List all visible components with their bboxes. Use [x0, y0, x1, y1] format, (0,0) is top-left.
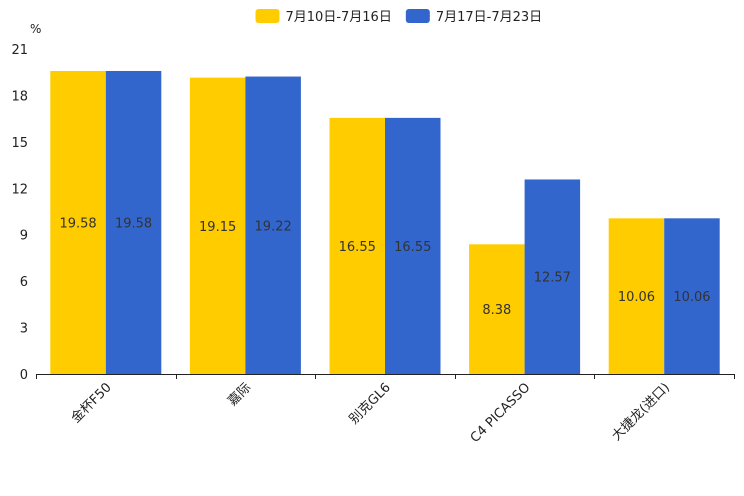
legend-label: 7月17日-7月23日 [436, 10, 542, 25]
bar-value-label: 19.58 [115, 216, 152, 231]
category-label: 嘉际 [225, 380, 254, 409]
bar-value-label: 10.06 [618, 290, 655, 305]
bar-series-1 [608, 218, 665, 374]
y-tick-label: 3 [20, 322, 28, 337]
y-axis-ticks: 0 3 6 9 12 15 18 21 [11, 43, 28, 383]
bar-series-2 [385, 117, 441, 374]
category-label: 金杯F50 [68, 380, 115, 427]
y-axis-unit: % [30, 22, 41, 36]
bar-series-1 [329, 117, 385, 374]
bar-series-2 [524, 179, 581, 374]
bars [50, 70, 720, 375]
category-label: 大捷龙(进口) [609, 380, 673, 444]
bar-value-label: 16.55 [394, 240, 431, 255]
bar-series-1 [469, 244, 525, 374]
x-axis-ticks: 金杯F50 嘉际 别克GL6 C4 PICASSO 大捷龙(进口) [36, 374, 735, 446]
y-tick-label: 9 [20, 229, 28, 244]
bar-value-label: 10.06 [673, 290, 710, 305]
y-tick-label: 0 [20, 368, 28, 383]
bar-value-label: 19.58 [59, 216, 96, 231]
bar-value-label: 19.15 [199, 220, 236, 235]
bar-series-1 [189, 77, 246, 374]
bar-value-label: 19.22 [255, 219, 292, 234]
bar-value-label: 16.55 [339, 240, 376, 255]
y-tick-label: 12 [11, 182, 28, 197]
y-tick-label: 21 [11, 43, 28, 58]
legend-swatch [405, 9, 430, 23]
legend-label: 7月10日-7月16日 [286, 10, 392, 25]
bar-value-label: 12.57 [534, 271, 571, 286]
y-tick-label: 6 [20, 275, 28, 290]
legend-swatch [255, 9, 280, 23]
bar-series-2 [245, 76, 301, 375]
category-label: C4 PICASSO [468, 380, 534, 446]
category-label: 别克GL6 [347, 380, 394, 427]
y-tick-label: 15 [11, 136, 28, 151]
legend: 7月10日-7月16日 7月17日-7月23日 [255, 9, 542, 25]
data-labels: 19.58 19.58 19.15 19.22 16.55 16.55 8.38 12.57 1… [59, 216, 710, 318]
bar-value-label: 8.38 [482, 303, 511, 318]
y-tick-label: 18 [11, 89, 28, 104]
bar-series-2 [105, 70, 162, 374]
bar-series-2 [664, 218, 720, 374]
bar-series-1 [50, 70, 106, 374]
